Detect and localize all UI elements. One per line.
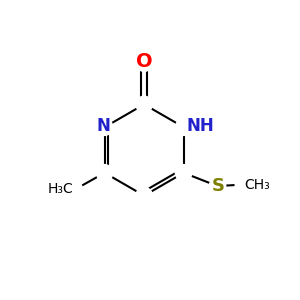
Text: O: O — [136, 52, 152, 71]
Circle shape — [136, 96, 152, 112]
Text: NH: NH — [187, 117, 214, 135]
Circle shape — [209, 178, 226, 194]
Text: N: N — [96, 117, 110, 135]
Circle shape — [68, 182, 82, 196]
Circle shape — [136, 188, 152, 204]
Text: CH₃: CH₃ — [244, 178, 270, 192]
Circle shape — [136, 55, 152, 71]
Circle shape — [176, 165, 192, 181]
Circle shape — [235, 177, 250, 192]
Text: S: S — [212, 177, 225, 195]
Circle shape — [96, 119, 113, 135]
Circle shape — [176, 119, 192, 135]
Circle shape — [96, 165, 113, 181]
Text: H₃C: H₃C — [48, 182, 74, 196]
